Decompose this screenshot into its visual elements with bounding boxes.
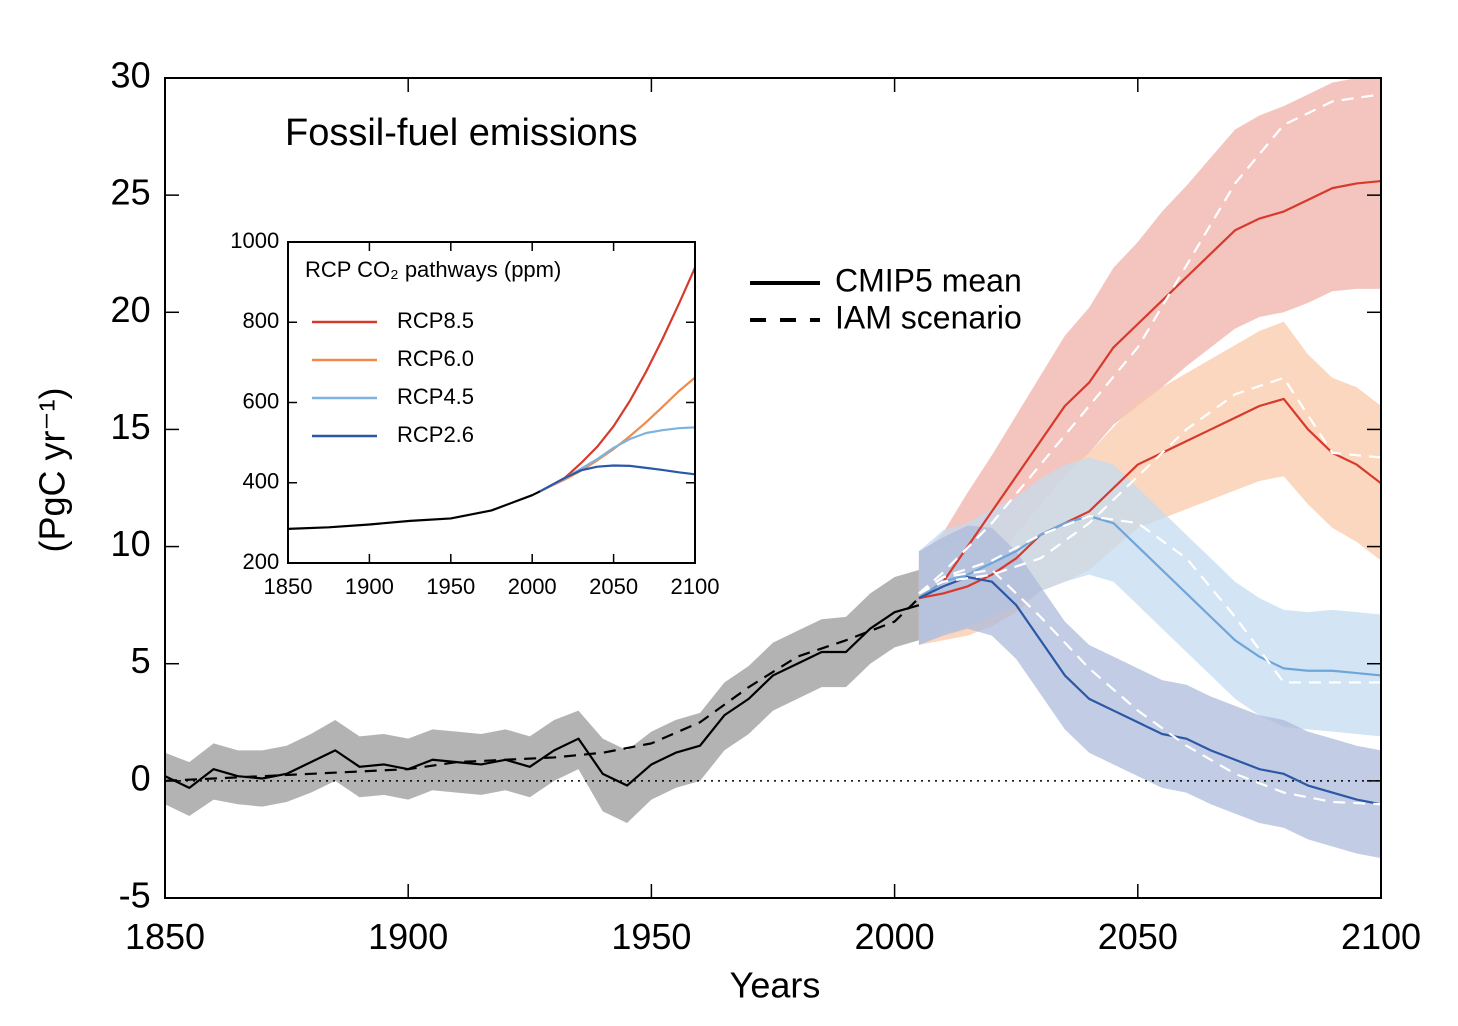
y-tick-label: 15 bbox=[111, 406, 151, 447]
uncertainty-band bbox=[918, 457, 1381, 737]
mean-line bbox=[539, 464, 696, 493]
plot-area bbox=[288, 242, 695, 563]
y-tick-label: 20 bbox=[111, 289, 151, 330]
mean-line bbox=[918, 397, 1382, 600]
y-tick-label: -5 bbox=[119, 875, 151, 916]
x-tick-label: 1850 bbox=[125, 916, 205, 957]
uncertainty-band bbox=[918, 525, 1381, 859]
y-tick-label: 0 bbox=[131, 757, 151, 798]
scenario-line bbox=[918, 93, 1382, 595]
scenario-line bbox=[918, 568, 1382, 806]
legend-label: RCP4.5 bbox=[397, 384, 474, 409]
y-tick-label: 600 bbox=[242, 388, 279, 413]
mean-line bbox=[539, 267, 697, 493]
x-tick-label: 2000 bbox=[855, 916, 935, 957]
chart-title: Fossil-fuel emissions bbox=[285, 112, 638, 154]
y-tick-label: 25 bbox=[111, 172, 151, 213]
x-tick-label: 2100 bbox=[1341, 916, 1421, 957]
x-tick-label: 2000 bbox=[508, 574, 557, 599]
axes-frame bbox=[164, 77, 1382, 899]
mean-line bbox=[918, 515, 1382, 677]
y-tick-label: 5 bbox=[131, 640, 151, 681]
inset-chart: 1850 1900 1950 2000 2050 2100 200 400 600 800 1000… bbox=[230, 228, 719, 599]
y-tick-label: 400 bbox=[242, 469, 279, 494]
mean-line bbox=[164, 604, 920, 789]
scenario-line bbox=[918, 376, 1382, 595]
x-tick-label: 1900 bbox=[368, 916, 448, 957]
legend-label: CMIP5 mean bbox=[835, 262, 1022, 298]
legend-label: RCP8.5 bbox=[397, 308, 474, 333]
x-tick-label: 1900 bbox=[345, 574, 394, 599]
scenario-line bbox=[164, 597, 920, 782]
y-axis-label: (PgC yr⁻¹) bbox=[32, 388, 73, 553]
legend-label: RCP2.6 bbox=[397, 422, 474, 447]
mean-line bbox=[918, 179, 1382, 600]
legend-label: IAM scenario bbox=[835, 299, 1022, 335]
scenario-line bbox=[918, 515, 1381, 684]
x-tick-label: 2100 bbox=[671, 574, 720, 599]
y-tick-label: 10 bbox=[111, 523, 151, 564]
x-tick-label: 1950 bbox=[611, 916, 691, 957]
mean-line bbox=[287, 490, 541, 530]
y-tick-label: 800 bbox=[242, 308, 279, 333]
x-tick-label: 1850 bbox=[264, 574, 313, 599]
x-tick-label: 2050 bbox=[1098, 916, 1178, 957]
y-tick-label: 200 bbox=[242, 549, 279, 574]
x-axis-label: Years bbox=[730, 965, 821, 1006]
uncertainty-band bbox=[165, 570, 919, 824]
y-tick-label: 30 bbox=[111, 55, 151, 96]
main-chart: 1850 1900 1950 2000 2050 2100 -5 0 5 10 15 20 25 30 Fo… bbox=[32, 55, 1422, 1006]
x-tick-label: 2050 bbox=[589, 574, 638, 599]
mean-line bbox=[918, 575, 1382, 806]
legend-label: RCP6.0 bbox=[397, 346, 474, 371]
x-tick-label: 1950 bbox=[426, 574, 475, 599]
chart-title: RCP CO₂ pathways (ppm) bbox=[305, 257, 561, 282]
y-tick-label: 1000 bbox=[230, 228, 279, 253]
